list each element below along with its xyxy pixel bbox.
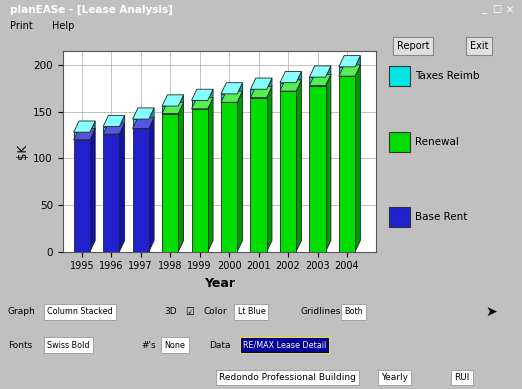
- Bar: [280, 91, 296, 252]
- Polygon shape: [133, 117, 154, 128]
- Bar: [133, 128, 149, 252]
- Bar: [388, 132, 410, 152]
- Polygon shape: [149, 108, 154, 128]
- Text: Print: Print: [10, 21, 33, 31]
- Bar: [221, 102, 237, 252]
- Bar: [388, 66, 410, 86]
- Bar: [74, 132, 90, 140]
- Polygon shape: [280, 72, 301, 83]
- Bar: [133, 119, 149, 128]
- Text: #'s: #'s: [141, 341, 156, 350]
- X-axis label: Year: Year: [204, 277, 235, 290]
- Bar: [251, 98, 267, 252]
- Text: None: None: [164, 341, 185, 350]
- Text: Gridlines: Gridlines: [300, 307, 340, 316]
- Text: 3D: 3D: [164, 307, 177, 316]
- Bar: [251, 89, 267, 98]
- Polygon shape: [120, 116, 125, 134]
- Bar: [192, 109, 208, 252]
- Polygon shape: [162, 95, 184, 106]
- Bar: [280, 83, 296, 91]
- Text: Color: Color: [204, 307, 227, 316]
- Polygon shape: [355, 56, 360, 76]
- Polygon shape: [90, 128, 95, 252]
- Text: Renewal: Renewal: [416, 137, 459, 147]
- Bar: [103, 126, 120, 134]
- Polygon shape: [237, 83, 243, 102]
- Polygon shape: [296, 72, 301, 91]
- Polygon shape: [326, 74, 331, 252]
- Bar: [310, 86, 326, 252]
- Text: Help: Help: [52, 21, 75, 31]
- Polygon shape: [339, 65, 360, 76]
- Polygon shape: [133, 108, 154, 119]
- Text: RE/MAX Lease Detail: RE/MAX Lease Detail: [243, 341, 326, 350]
- Bar: [310, 77, 326, 86]
- Text: RUI: RUI: [454, 373, 469, 382]
- Polygon shape: [90, 121, 95, 140]
- Polygon shape: [339, 56, 360, 67]
- Polygon shape: [267, 78, 272, 98]
- Polygon shape: [280, 80, 301, 91]
- Polygon shape: [103, 116, 125, 126]
- Text: Exit: Exit: [470, 41, 488, 51]
- Text: Swiss Bold: Swiss Bold: [47, 341, 89, 350]
- Polygon shape: [149, 117, 154, 252]
- Text: _: _: [481, 4, 487, 14]
- Text: ➤: ➤: [485, 305, 497, 319]
- Y-axis label: $K: $K: [16, 144, 29, 159]
- Polygon shape: [74, 128, 95, 140]
- Polygon shape: [208, 89, 213, 109]
- Polygon shape: [192, 89, 213, 100]
- Polygon shape: [103, 123, 125, 134]
- Text: Fonts: Fonts: [8, 341, 32, 350]
- Text: planEASe - [Lease Analysis]: planEASe - [Lease Analysis]: [10, 5, 173, 16]
- Polygon shape: [192, 98, 213, 109]
- Text: Lt Blue: Lt Blue: [238, 307, 265, 316]
- Bar: [162, 114, 179, 252]
- Text: Base Rent: Base Rent: [416, 212, 468, 222]
- Text: Redondo Professional Building: Redondo Professional Building: [219, 373, 356, 382]
- Polygon shape: [162, 102, 184, 114]
- Text: Column Stacked: Column Stacked: [47, 307, 113, 316]
- Bar: [339, 76, 355, 252]
- Text: □: □: [492, 4, 502, 14]
- Polygon shape: [267, 86, 272, 252]
- Polygon shape: [355, 65, 360, 252]
- Bar: [388, 207, 410, 227]
- Text: Graph: Graph: [8, 307, 35, 316]
- Bar: [162, 106, 179, 114]
- Text: ✕: ✕: [505, 4, 514, 14]
- Bar: [192, 100, 208, 109]
- Polygon shape: [251, 86, 272, 98]
- Polygon shape: [120, 123, 125, 252]
- Polygon shape: [251, 78, 272, 89]
- Polygon shape: [296, 80, 301, 252]
- Text: ☑: ☑: [185, 307, 194, 317]
- Bar: [221, 94, 237, 102]
- Bar: [103, 134, 120, 252]
- Text: Yearly: Yearly: [381, 373, 408, 382]
- Text: Both: Both: [345, 307, 363, 316]
- Text: Data: Data: [209, 341, 230, 350]
- Polygon shape: [179, 102, 184, 252]
- Polygon shape: [326, 66, 331, 86]
- Text: Report: Report: [397, 41, 429, 51]
- Polygon shape: [221, 91, 243, 102]
- Bar: [339, 67, 355, 76]
- Polygon shape: [237, 91, 243, 252]
- Polygon shape: [74, 121, 95, 132]
- Polygon shape: [310, 74, 331, 86]
- Polygon shape: [179, 95, 184, 114]
- Polygon shape: [208, 98, 213, 252]
- Polygon shape: [221, 83, 243, 94]
- Polygon shape: [310, 66, 331, 77]
- Bar: [74, 140, 90, 252]
- Text: Taxes Reimb: Taxes Reimb: [416, 71, 480, 81]
